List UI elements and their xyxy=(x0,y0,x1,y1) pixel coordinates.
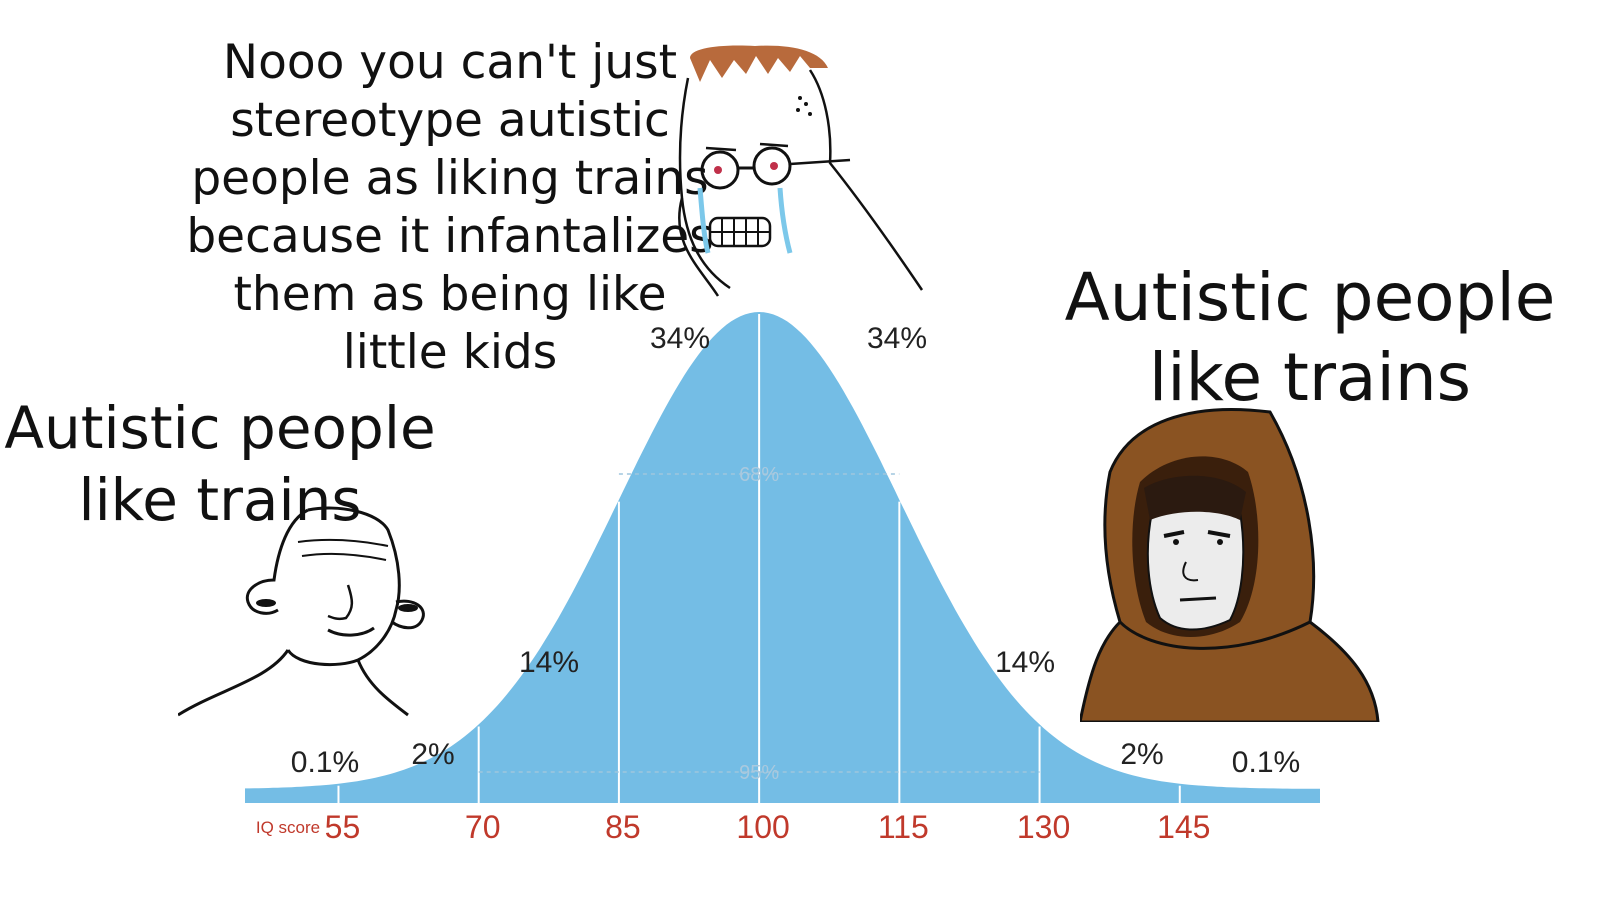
x-tick-label: 85 xyxy=(605,809,641,845)
caption-left: Autistic people like trains xyxy=(4,394,436,534)
segment-label: 0.1% xyxy=(1232,746,1300,779)
segment-label: 34% xyxy=(867,322,927,355)
x-tick-label: 115 xyxy=(878,809,929,845)
x-tick-label: 130 xyxy=(1017,809,1070,845)
x-axis-label: IQ score xyxy=(256,818,320,837)
segment-label: 14% xyxy=(519,646,579,679)
range-label: 95% xyxy=(739,762,779,784)
segment-label: 0.1% xyxy=(291,746,359,779)
x-tick-label: 70 xyxy=(465,809,501,845)
caption-top: Nooo you can't just stereotype autistic … xyxy=(186,35,714,380)
range-label: 68% xyxy=(739,464,779,486)
crying-glasses-wojak-icon xyxy=(678,45,924,297)
segment-label: 2% xyxy=(411,738,454,771)
hooded-wojak-icon xyxy=(1080,408,1380,722)
segment-label: 2% xyxy=(1120,738,1163,771)
distribution-area xyxy=(245,312,1320,803)
simple-wojak-icon xyxy=(178,506,425,717)
percent-labels: 0.1% 2% 14% 34% 34% 14% 2% 0.1% xyxy=(291,322,1300,779)
divider-lines: 68% 95% xyxy=(337,314,1181,803)
x-tick-label: 145 xyxy=(1157,809,1210,845)
caption-right: Autistic people like trains xyxy=(1064,259,1556,416)
segment-label: 34% xyxy=(650,322,710,355)
iq-ticks: IQ score 55 70 85 100 115 130 145 xyxy=(256,809,1211,845)
curve-layer xyxy=(245,312,1320,803)
x-tick-label: 100 xyxy=(736,809,789,845)
segment-label: 14% xyxy=(995,646,1055,679)
x-tick-label: 55 xyxy=(325,809,361,845)
